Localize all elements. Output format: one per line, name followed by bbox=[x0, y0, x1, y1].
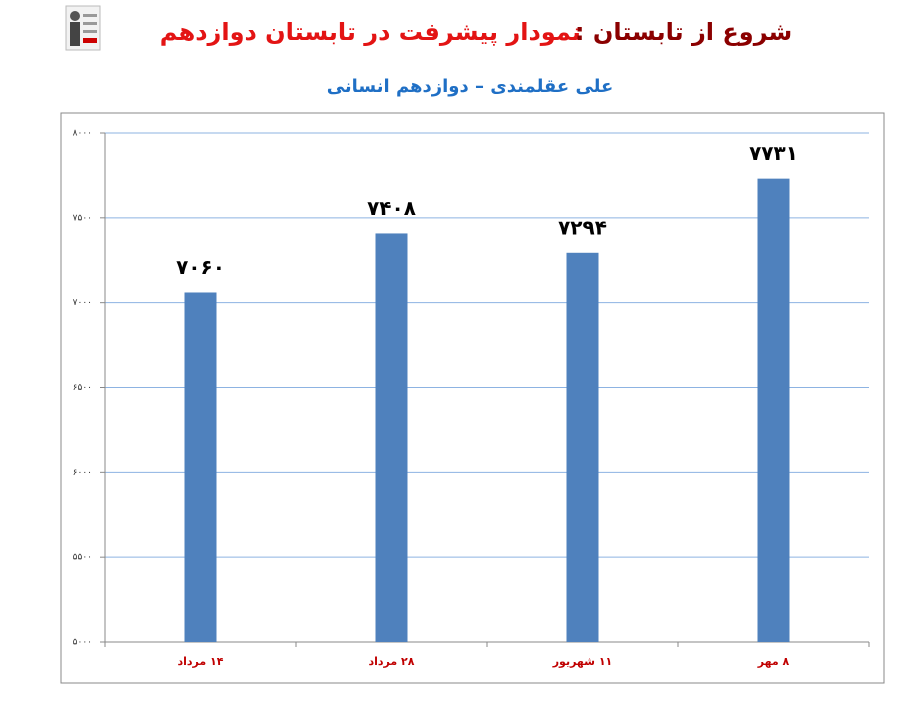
y-tick-label: ۵۰۰۰ bbox=[73, 638, 92, 648]
y-tick-label: ۷۵۰۰ bbox=[73, 213, 92, 223]
y-tick-label: ۵۵۰۰ bbox=[73, 553, 92, 563]
logo bbox=[65, 5, 101, 51]
y-tick-label: ۷۰۰۰ bbox=[73, 298, 92, 308]
chart-frame bbox=[60, 112, 885, 684]
bar bbox=[757, 178, 790, 643]
x-tick-label: ۱۴ مرداد bbox=[178, 655, 224, 668]
bar bbox=[375, 233, 408, 642]
bar bbox=[566, 252, 599, 642]
x-tick-label: ۸ مهر bbox=[757, 655, 790, 668]
data-label: ۷۰۶۰ bbox=[176, 255, 225, 279]
y-tick-label: ۸۰۰۰ bbox=[73, 129, 92, 139]
data-label: ۷۲۹۴ bbox=[558, 215, 607, 239]
bar bbox=[184, 292, 217, 642]
data-label: ۷۷۳۱ bbox=[749, 141, 798, 165]
y-tick-label: ۶۰۰۰ bbox=[73, 468, 92, 478]
title-prefix: شروع از تابستان : bbox=[575, 18, 792, 46]
y-tick-label: ۶۵۰۰ bbox=[73, 383, 92, 393]
x-tick-label: ۱۱ شهریور bbox=[552, 655, 613, 668]
title-main: نمودار پیشرفت در تابستان دوازدهم bbox=[160, 18, 581, 46]
chart-title: شروع از تابستان :نمودار پیشرفت در تابستا… bbox=[160, 18, 792, 46]
x-tick-label: ۲۸ مرداد bbox=[369, 655, 415, 668]
chart-subtitle: علی عقلمندی – دوازدهم انسانی bbox=[327, 76, 614, 97]
data-label: ۷۴۰۸ bbox=[367, 196, 416, 220]
